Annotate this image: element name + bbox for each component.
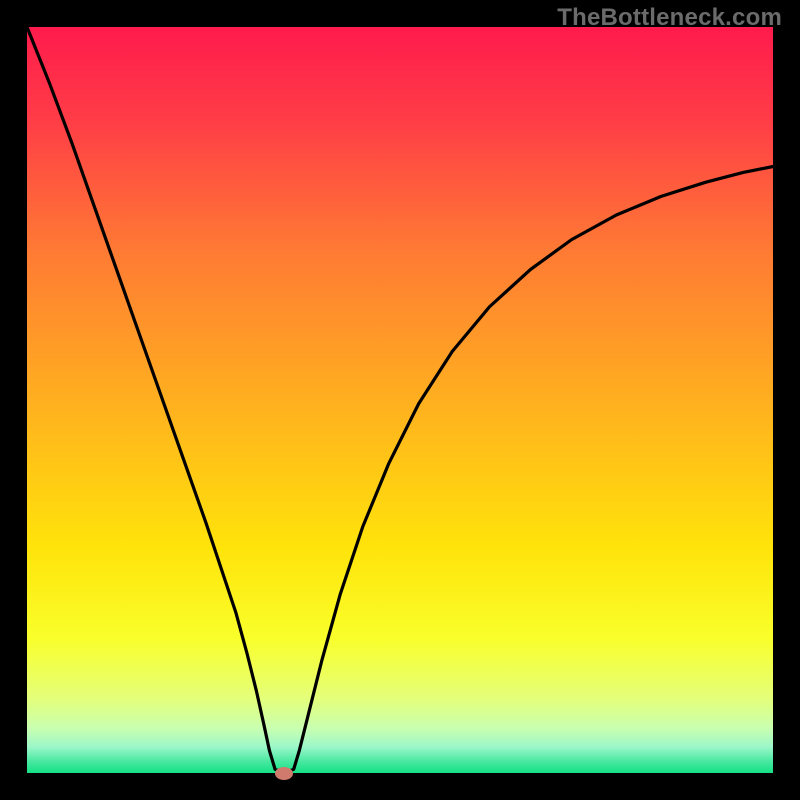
- watermark-text: TheBottleneck.com: [557, 4, 782, 32]
- bottleneck-curve: [0, 0, 800, 800]
- chart-root: TheBottleneck.com: [0, 0, 800, 800]
- optimal-point-marker: [275, 767, 293, 780]
